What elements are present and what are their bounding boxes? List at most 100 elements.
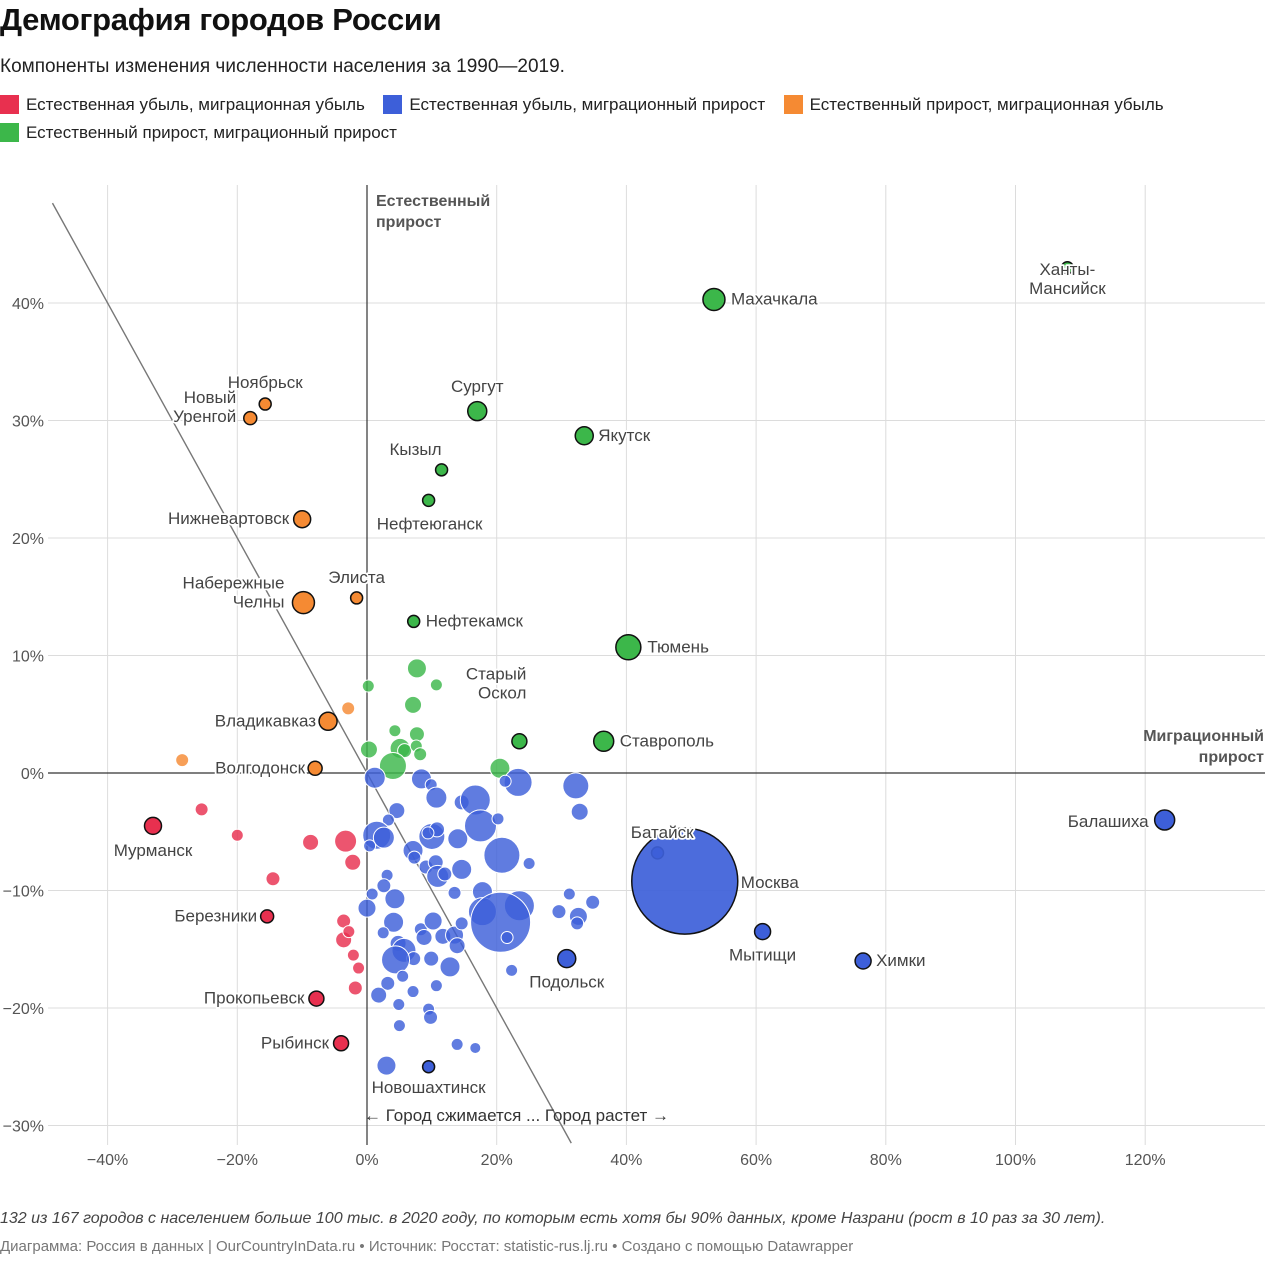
point-blue <box>376 1055 397 1076</box>
point-label: Ноябрьск <box>228 373 303 392</box>
point-label: Владикавказ <box>215 711 317 730</box>
x-tick-label: −40% <box>87 1152 128 1169</box>
point-orange <box>175 753 190 768</box>
labeled-point-orange <box>307 760 323 777</box>
point-label-line: Владикавказ <box>215 711 317 730</box>
chart-title: Демография городов России <box>0 2 442 37</box>
legend-swatch-green <box>0 123 19 142</box>
point-red <box>346 948 360 962</box>
legend-swatch-blue <box>383 95 403 114</box>
labeled-point-green <box>592 730 615 753</box>
point-blue <box>376 878 392 894</box>
point-label: Набережные Челны <box>183 574 285 612</box>
point-blue <box>370 986 388 1004</box>
point-blue <box>363 839 377 853</box>
point-blue <box>381 945 411 975</box>
point-label-line: Уренгой <box>173 407 236 426</box>
labeled-point-orange <box>349 591 364 605</box>
point-green <box>429 678 443 692</box>
point-label-line: Мурманск <box>114 841 193 860</box>
point-blue <box>357 898 377 918</box>
point-blue <box>570 802 589 821</box>
x-axis-title-line: прирост <box>1199 749 1265 766</box>
point-label: Подольск <box>529 973 605 992</box>
labeled-point-green <box>1060 261 1075 275</box>
labeled-points: Ханты-Мансийск Махачкала Сургут Якутск Кызыл… <box>112 258 1176 1099</box>
legend-label: Естественный прирост, миграционный приро… <box>26 123 397 142</box>
point-blue <box>376 926 390 940</box>
point-label: Мытищи <box>729 946 796 965</box>
point-blue <box>406 985 420 999</box>
point-blue <box>570 916 585 931</box>
point-orange <box>341 701 356 716</box>
point-blue <box>392 997 406 1011</box>
point-blue <box>448 937 466 955</box>
point-label-line: Рыбинск <box>261 1033 330 1052</box>
labeled-point-blue <box>421 1060 436 1074</box>
point-label: Якутск <box>598 426 651 445</box>
point-label: Кызыл <box>390 440 442 459</box>
point-label-line: Ноябрьск <box>228 373 303 392</box>
point-label: Балашиха <box>1068 812 1149 831</box>
labeled-point-green <box>466 400 488 422</box>
point-blue <box>372 826 395 849</box>
point-label-line: Химки <box>876 951 925 970</box>
point-blue <box>522 856 536 870</box>
labeled-point-blue <box>556 948 577 969</box>
x-tick-label: 0% <box>355 1152 378 1169</box>
point-blue <box>470 891 532 953</box>
point-label: Новошахтинск <box>372 1078 487 1097</box>
points <box>175 658 601 1076</box>
point-label-line: Элиста <box>328 568 385 587</box>
point-label-line: Кызыл <box>390 440 442 459</box>
y-tick-label: 30% <box>12 414 44 431</box>
point-red <box>302 833 320 851</box>
point-blue <box>421 826 435 840</box>
point-label: Москва <box>741 873 800 892</box>
point-label-line: Новый <box>184 388 236 407</box>
x-tick-label: 40% <box>610 1152 642 1169</box>
labeled-point-green <box>574 426 594 446</box>
point-label: Волгодонск <box>215 758 306 777</box>
point-label: Березники <box>174 906 257 925</box>
labeled-point-blue <box>753 922 772 941</box>
point-blue <box>392 1019 406 1033</box>
point-label: Мурманск <box>114 841 193 860</box>
labeled-point-red <box>259 909 275 924</box>
point-blue <box>423 950 440 967</box>
point-label: Старый Оскол <box>466 664 527 702</box>
point-blue <box>505 963 519 977</box>
point-label-line: Мансийск <box>1029 279 1106 298</box>
labeled-point-green <box>511 733 528 750</box>
point-green <box>397 743 413 759</box>
point-blue <box>469 1041 482 1054</box>
point-label: Нижневартовск <box>168 509 290 528</box>
point-label: Батайск <box>631 823 694 842</box>
labeled-point-orange <box>292 509 312 529</box>
labeled-point-green <box>615 634 642 661</box>
point-label-line: Новошахтинск <box>372 1078 487 1097</box>
credits: Диаграмма: Россия в данных | OurCountryI… <box>0 1238 854 1255</box>
y-axis-title: Естественный прирост <box>376 193 490 231</box>
point-label: Элиста <box>328 568 385 587</box>
labeled-point-red <box>308 990 325 1007</box>
point-label-line: Мытищи <box>729 946 796 965</box>
point-label-line: Нефтекамск <box>426 611 524 630</box>
point-label-line: Тюмень <box>647 637 709 656</box>
point-red <box>334 829 358 853</box>
y-tick-label: −20% <box>3 1001 44 1018</box>
point-blue <box>383 911 405 933</box>
point-red <box>342 925 356 939</box>
y-axis-title-line: прирост <box>376 214 442 231</box>
legend-swatch-red <box>0 95 19 114</box>
point-red <box>344 853 362 871</box>
point-red <box>230 828 244 842</box>
zero-growth-line <box>51 202 572 1144</box>
footnote: 132 из 167 городов с населением больше 1… <box>0 1210 1106 1227</box>
x-tick-label: 80% <box>870 1152 902 1169</box>
point-label-line: Нижневартовск <box>168 509 290 528</box>
point-label: Химки <box>876 951 925 970</box>
point-label: Рыбинск <box>261 1033 330 1052</box>
point-green <box>359 740 378 759</box>
labeled-point-blue <box>854 952 872 970</box>
